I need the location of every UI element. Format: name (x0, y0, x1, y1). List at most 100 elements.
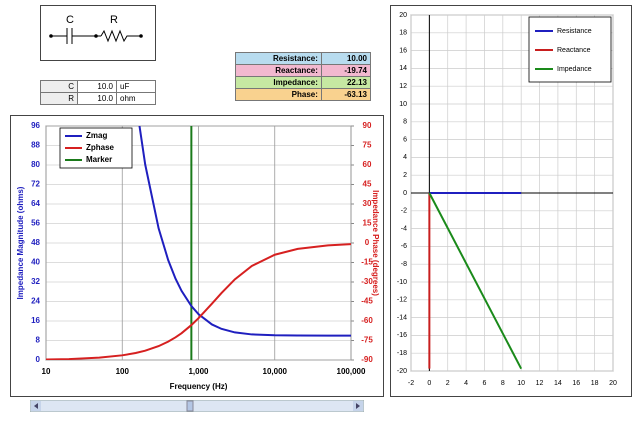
x-tick-label: 12 (536, 380, 544, 387)
y-tick-label: 18 (399, 30, 407, 37)
plot-clip (46, 126, 351, 360)
y2-tick-label: 90 (363, 121, 372, 130)
y2-tick-label: -30 (361, 277, 373, 286)
y-tick-label: 10 (399, 101, 407, 108)
input-cell[interactable]: 10.0 (77, 80, 117, 93)
x-tick-label: 1,000 (188, 367, 209, 376)
y2-tick-label: -15 (361, 258, 373, 267)
legend-label: Impedance (557, 66, 592, 73)
y-tick-label: -18 (397, 350, 407, 357)
cell: uF (116, 80, 156, 93)
x-tick-label: -2 (408, 380, 414, 387)
x-tick-label: 16 (572, 380, 580, 387)
y-tick-label: 6 (403, 136, 407, 143)
y-tick-label: 0 (36, 355, 41, 364)
circuit-diagram: C R (49, 14, 143, 44)
series-line (428, 192, 523, 370)
y-tick-label: 4 (403, 154, 407, 161)
circuit-label: R (110, 14, 118, 26)
y2-tick-label: -60 (361, 316, 373, 325)
x-tick-label: 100 (116, 367, 130, 376)
x-tick-label: 8 (501, 380, 505, 387)
y2-tick-label: 60 (363, 160, 372, 169)
y-tick-label: -8 (401, 261, 407, 268)
x-tick-label: 10 (517, 380, 525, 387)
y-tick-label: -2 (401, 208, 407, 215)
series-line (46, 243, 351, 360)
cell: R (40, 92, 78, 105)
y-tick-label: 16 (31, 316, 40, 325)
y-tick-label: 32 (31, 277, 40, 286)
legend-label: Zmag (86, 131, 107, 140)
results-table: Resistance: 10.00 Reactance: -19.74 Impeda… (235, 52, 372, 101)
circuit-box: C R (40, 5, 156, 61)
y-tick-label: 72 (31, 180, 40, 189)
y-axis-label: Impedance Magnitude (ohms) (16, 186, 25, 299)
y-tick-label: 96 (31, 121, 40, 130)
x-axis-label: Frequency (Hz) (170, 382, 228, 391)
x-tick-label: 20 (609, 380, 617, 387)
y-tick-label: 88 (31, 141, 40, 150)
y-tick-label: -6 (401, 243, 407, 250)
phasor-chart: -20-18-16-14-12-10-8-6-4-202468101214161… (390, 5, 632, 397)
y-tick-label: 48 (31, 238, 40, 247)
cell: -19.74 (320, 64, 372, 77)
input-table: C 10.0 uF R 10.0 ohm (40, 80, 156, 105)
x-tick-label: 18 (591, 380, 599, 387)
x-tick-label: 14 (554, 380, 562, 387)
y-tick-label: 12 (399, 83, 407, 90)
cell: Reactance: (235, 64, 322, 77)
y2-tick-label: 15 (363, 219, 372, 228)
cell: 10.00 (320, 52, 372, 65)
y2-tick-label: 75 (363, 141, 372, 150)
input-cell[interactable]: 10.0 (77, 92, 117, 105)
cell: ohm (116, 92, 156, 105)
y-tick-label: 16 (399, 47, 407, 54)
cell: Phase: (235, 88, 322, 101)
x-tick-label: 10,000 (263, 367, 288, 376)
y2-tick-label: -45 (361, 297, 373, 306)
x-tick-label: 100,000 (337, 367, 366, 376)
y-tick-label: 20 (399, 12, 407, 19)
x-tick-label: 0 (427, 380, 431, 387)
y-tick-label: 64 (31, 199, 40, 208)
scrollbar[interactable] (30, 400, 364, 412)
legend-label: Zphase (86, 143, 115, 152)
y-tick-label: -16 (397, 332, 407, 339)
y2-tick-label: 30 (363, 199, 372, 208)
y-tick-label: 80 (31, 160, 40, 169)
y-tick-label: 24 (31, 297, 40, 306)
y-tick-label: 40 (31, 258, 40, 267)
y2-tick-label: 45 (363, 180, 372, 189)
y-tick-label: -4 (401, 225, 407, 232)
y-tick-label: 0 (403, 190, 407, 197)
cell: 22.13 (320, 76, 372, 89)
cell: C (40, 80, 78, 93)
y-tick-label: 2 (403, 172, 407, 179)
x-tick-label: 4 (464, 380, 468, 387)
legend-label: Resistance (557, 28, 592, 35)
y2-tick-label: -90 (361, 355, 373, 364)
series-line (138, 126, 351, 337)
y-tick-label: 56 (31, 219, 40, 228)
y2-tick-label: -75 (361, 336, 373, 345)
x-tick-label: 6 (483, 380, 487, 387)
cell: Impedance: (235, 76, 322, 89)
cell: -63.13 (320, 88, 372, 101)
y-tick-label: -12 (397, 297, 407, 304)
y-tick-label: -14 (397, 314, 407, 321)
y-tick-label: 8 (36, 336, 41, 345)
circuit-label: C (66, 14, 74, 26)
legend-label: Marker (86, 155, 112, 164)
y-tick-label: 14 (399, 65, 407, 72)
cell: Resistance: (235, 52, 322, 65)
x-tick-label: 10 (42, 367, 51, 376)
legend-label: Reactance (557, 47, 591, 54)
y-tick-label: -20 (397, 368, 407, 375)
y-tick-label: 8 (403, 119, 407, 126)
y-tick-label: -10 (397, 279, 407, 286)
x-tick-label: 2 (446, 380, 450, 387)
y2-axis-label: Impedance Phase (degrees) (371, 190, 380, 296)
y2-tick-label: 0 (365, 238, 370, 247)
